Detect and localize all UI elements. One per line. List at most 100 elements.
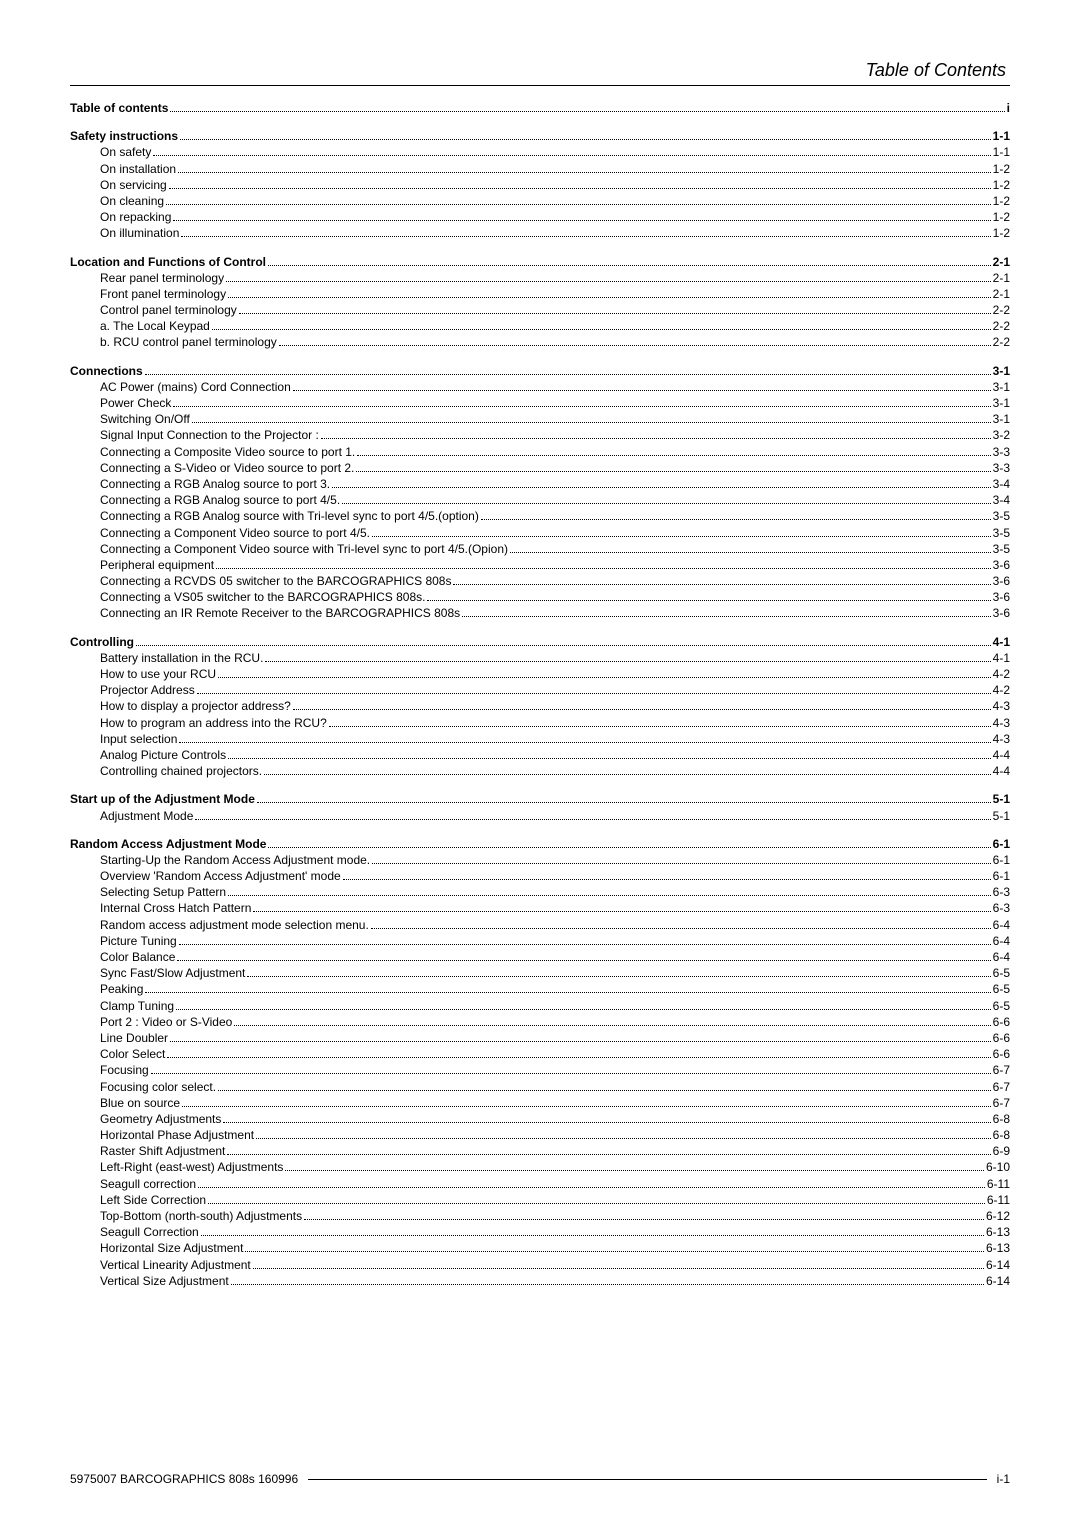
toc-dots [201,1225,984,1236]
toc-dots [223,1112,990,1123]
toc-page: 3-3 [993,460,1010,476]
toc-label: Selecting Setup Pattern [100,884,226,900]
toc-label: Starting-Up the Random Access Adjustment… [100,852,370,868]
toc-dots [179,732,990,743]
toc-line: Connecting a VS05 switcher to the BARCOG… [70,589,1010,605]
toc-label: Peaking [100,981,143,997]
toc-line: On installation1-2 [70,161,1010,177]
footer-page-number: i-1 [997,1472,1010,1486]
toc-label: Safety instructions [70,128,178,144]
toc-dots [216,558,991,569]
toc-page: 6-3 [993,884,1010,900]
toc-page: 3-1 [993,395,1010,411]
toc-label: How to use your RCU [100,666,216,682]
toc-dots [153,145,990,156]
toc-line: Random Access Adjustment Mode6-1 [70,836,1010,852]
toc-dots [279,335,991,346]
toc-label: Picture Tuning [100,933,177,949]
toc-label: a. The Local Keypad [100,318,210,334]
toc-label: Battery installation in the RCU. [100,650,263,666]
toc-line: Front panel terminology2-1 [70,286,1010,302]
toc-page: 3-6 [993,573,1010,589]
toc-label: Connecting an IR Remote Receiver to the … [100,605,460,621]
toc-page: 1-2 [993,209,1010,225]
toc-label: Sync Fast/Slow Adjustment [100,965,245,981]
toc-line: Geometry Adjustments6-8 [70,1111,1010,1127]
toc-line: Location and Functions of Control2-1 [70,254,1010,270]
toc-label: Clamp Tuning [100,998,174,1014]
toc-line: Sync Fast/Slow Adjustment6-5 [70,965,1010,981]
toc-dots [332,477,991,488]
document-page: Table of Contents Table of contentsiSafe… [0,0,1080,1329]
toc-page: 6-14 [986,1257,1010,1273]
toc-label: Focusing color select. [100,1079,216,1095]
toc-line: a. The Local Keypad2-2 [70,318,1010,334]
toc-label: Projector Address [100,682,195,698]
toc-line: On servicing1-2 [70,177,1010,193]
toc-label: On installation [100,161,176,177]
toc-label: Table of contents [70,100,168,116]
toc-label: Connections [70,363,143,379]
toc-page: 2-2 [993,302,1010,318]
toc-page: 4-2 [993,666,1010,682]
toc-line: Adjustment Mode5-1 [70,808,1010,824]
toc-label: On repacking [100,209,171,225]
toc-dots [177,950,990,961]
toc-line: Clamp Tuning6-5 [70,998,1010,1014]
toc-page: 6-13 [986,1224,1010,1240]
toc-dots [145,363,991,374]
toc-line: Power Check3-1 [70,395,1010,411]
toc-page: 3-1 [993,411,1010,427]
toc-dots [257,792,991,803]
toc-line: How to use your RCU 4-2 [70,666,1010,682]
toc-line: Horizontal Phase Adjustment6-8 [70,1127,1010,1143]
toc-line: Rear panel terminology2-1 [70,270,1010,286]
toc-page: 6-7 [993,1079,1010,1095]
toc-line: Connecting a S-Video or Video source to … [70,460,1010,476]
toc-label: b. RCU control panel terminology [100,334,277,350]
toc-label: Vertical Size Adjustment [100,1273,229,1289]
toc-dots [192,412,991,423]
toc-page: 6-4 [993,933,1010,949]
toc-dots [212,319,991,330]
toc-line: Seagull Correction6-13 [70,1224,1010,1240]
toc-page: 3-5 [993,541,1010,557]
toc-label: Connecting a Component Video source to p… [100,525,370,541]
toc-page: 4-3 [993,698,1010,714]
toc-line: Connections3-1 [70,363,1010,379]
toc-page: 6-12 [986,1208,1010,1224]
toc-line: Peripheral equipment3-6 [70,557,1010,573]
toc-section-gap [70,351,1010,363]
toc-label: Blue on source [100,1095,180,1111]
toc-label: On safety [100,144,151,160]
toc-line: Connecting a RGB Analog source to port 4… [70,492,1010,508]
toc-dots [231,1274,984,1285]
toc-line: Connecting a RGB Analog source with Tri-… [70,508,1010,524]
toc-line: b. RCU control panel terminology2-2 [70,334,1010,350]
toc-dots [218,1079,991,1090]
toc-dots [173,396,990,407]
toc-dots [265,651,990,662]
toc-label: On illumination [100,225,179,241]
toc-label: Raster Shift Adjustment [100,1143,225,1159]
toc-line: Focusing color select. 6-7 [70,1079,1010,1095]
toc-line: Control panel terminology2-2 [70,302,1010,318]
toc-line: Line Doubler6-6 [70,1030,1010,1046]
toc-page: 3-5 [993,508,1010,524]
toc-line: Controlling chained projectors.4-4 [70,763,1010,779]
toc-label: Geometry Adjustments [100,1111,221,1127]
toc-page: 6-6 [993,1014,1010,1030]
toc-page: 3-3 [993,444,1010,460]
toc-dots [304,1209,984,1220]
page-footer: 5975007 BARCOGRAPHICS 808s 160996 i-1 [70,1472,1010,1486]
toc-line: Vertical Size Adjustment6-14 [70,1273,1010,1289]
toc-label: Seagull correction [100,1176,196,1192]
toc-dots [239,303,991,314]
toc-label: Connecting a Component Video source with… [100,541,508,557]
toc-page: 6-3 [993,900,1010,916]
toc-line: Random access adjustment mode selection … [70,917,1010,933]
header-rule [70,85,1010,86]
toc-dots [228,287,991,298]
toc-page: 3-4 [993,492,1010,508]
toc-label: Vertical Linearity Adjustment [100,1257,251,1273]
